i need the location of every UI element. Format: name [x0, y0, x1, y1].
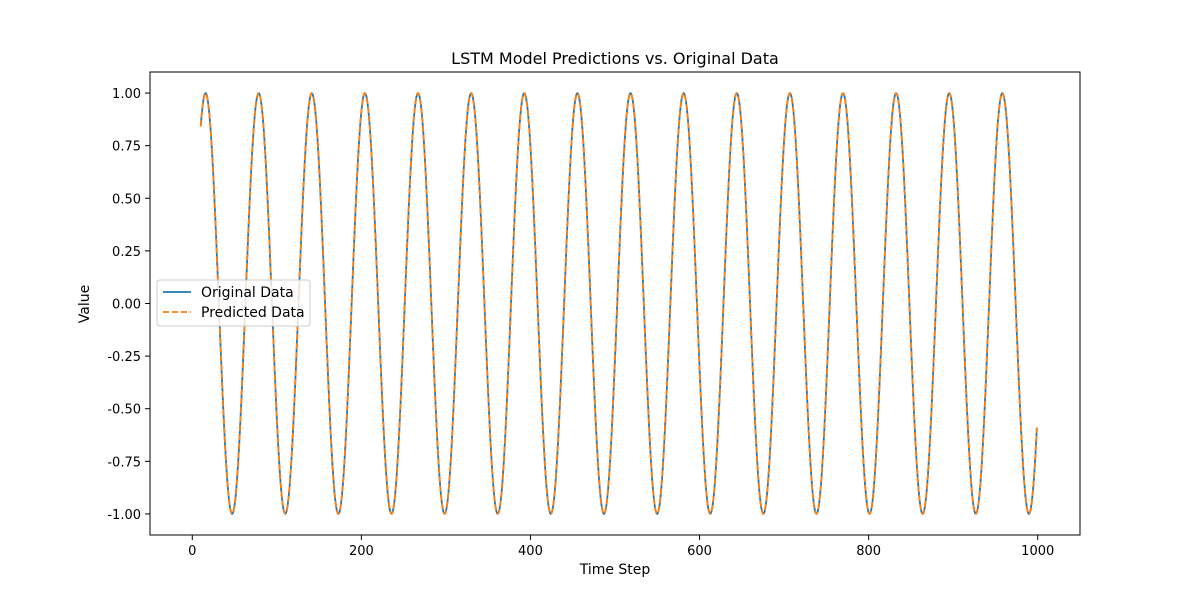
- x-tick-label: 600: [687, 544, 712, 559]
- series-layer: [199, 92, 1038, 515]
- y-axis-ticks: -1.00 -0.75 -0.50 -0.25 0.00 0.25 0.50 0.75 1.00: [107, 87, 150, 523]
- x-axis-ticks: 0 200 400 600 800 1000: [188, 535, 1054, 559]
- y-tick-label: 0.75: [112, 140, 141, 155]
- y-tick-label: -0.25: [107, 350, 141, 365]
- chart-title: LSTM Model Predictions vs. Original Data: [451, 49, 779, 68]
- y-tick-label: 0.50: [112, 192, 141, 207]
- x-axis-label: Time Step: [579, 562, 651, 578]
- x-tick-label: 0: [188, 544, 196, 559]
- x-tick-label: 200: [349, 544, 374, 559]
- y-tick-label: -0.75: [107, 455, 141, 470]
- x-tick-label: 400: [518, 544, 543, 559]
- x-tick-label: 1000: [1021, 544, 1054, 559]
- y-tick-label: -0.50: [107, 403, 141, 418]
- y-axis-label: Value: [77, 285, 93, 323]
- legend: Original Data Predicted Data: [156, 279, 311, 327]
- y-tick-label: -1.00: [107, 508, 141, 523]
- x-tick-label: 800: [856, 544, 881, 559]
- y-tick-label: 0.00: [112, 298, 141, 313]
- y-tick-label: 0.25: [112, 245, 141, 260]
- y-tick-label: 1.00: [112, 87, 141, 102]
- legend-label-original: Original Data: [201, 285, 294, 301]
- series-line-predicted: [199, 92, 1038, 515]
- legend-box: [156, 279, 311, 327]
- legend-label-predicted: Predicted Data: [201, 305, 305, 321]
